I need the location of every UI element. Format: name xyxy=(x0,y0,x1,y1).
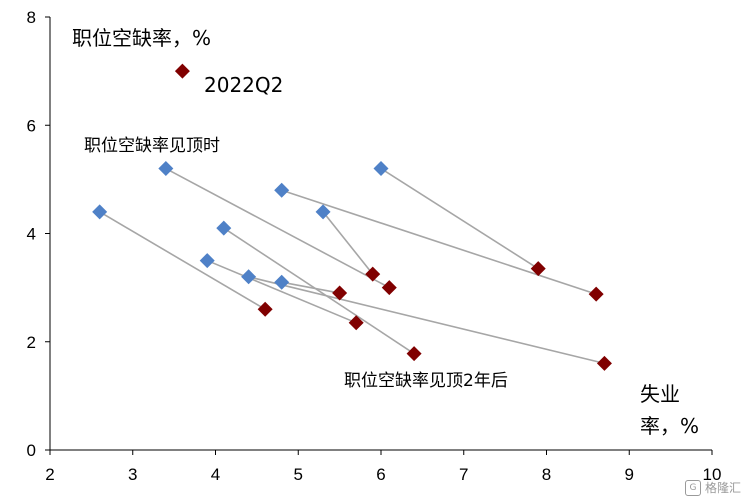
x-tick-label: 2 xyxy=(45,465,54,484)
x-tick-label: 4 xyxy=(211,465,220,484)
current-point-label: 2022Q2 xyxy=(204,73,283,97)
x-tick-label: 6 xyxy=(376,465,385,484)
peak-point xyxy=(315,204,331,220)
x-axis-label-line2: 率，% xyxy=(640,414,699,438)
chart-title: 职位空缺率，% xyxy=(72,26,211,50)
after-point xyxy=(588,286,604,302)
peak-annotation: 职位空缺率见顶时 xyxy=(84,136,220,156)
after-point xyxy=(530,261,546,277)
after-point xyxy=(365,266,381,282)
y-tick-label: 8 xyxy=(27,8,36,27)
x-tick-label: 9 xyxy=(625,465,634,484)
x-tick-label: 5 xyxy=(294,465,303,484)
connector-line xyxy=(281,189,597,295)
x-tick-label: 8 xyxy=(542,465,551,484)
after-annotation: 职位空缺率见顶2年后 xyxy=(344,371,508,391)
x-axis-label-line1: 失业 xyxy=(640,382,680,406)
connector-line xyxy=(380,167,539,270)
after-point xyxy=(381,280,397,296)
after-point xyxy=(348,315,364,331)
y-tick-label: 6 xyxy=(27,116,36,135)
peak-point xyxy=(274,182,290,198)
axes xyxy=(45,16,713,455)
after-point xyxy=(332,285,348,301)
connector-lines xyxy=(99,167,605,365)
watermark-text: 格隆汇 xyxy=(704,481,741,495)
y-tick-label: 2 xyxy=(27,333,36,352)
x-tick-label: 3 xyxy=(128,465,137,484)
y-tick-label: 0 xyxy=(27,441,36,460)
after-point xyxy=(406,346,422,362)
connector-line xyxy=(322,211,374,275)
peak-point xyxy=(216,220,232,236)
connector-line xyxy=(206,259,357,324)
x-tick-label: 7 xyxy=(459,465,468,484)
watermark-logo-icon: G xyxy=(684,479,701,496)
connector-line xyxy=(165,167,390,289)
peak-point xyxy=(92,204,108,220)
current-point xyxy=(174,63,190,79)
data-points xyxy=(92,63,612,371)
after-point xyxy=(257,301,273,317)
y-tick-label: 4 xyxy=(27,225,36,244)
x-tick-label: 10 xyxy=(703,465,722,484)
connector-line xyxy=(248,276,605,365)
peak-point xyxy=(158,161,174,177)
peak-point xyxy=(373,161,389,177)
after-point xyxy=(596,355,612,371)
connector-line xyxy=(281,281,340,294)
connector-line xyxy=(99,211,266,310)
peak-point xyxy=(241,269,257,285)
peak-point xyxy=(274,274,290,290)
peak-point xyxy=(199,253,215,269)
connector-line xyxy=(223,227,415,355)
watermark: G 格隆汇 xyxy=(684,479,741,496)
